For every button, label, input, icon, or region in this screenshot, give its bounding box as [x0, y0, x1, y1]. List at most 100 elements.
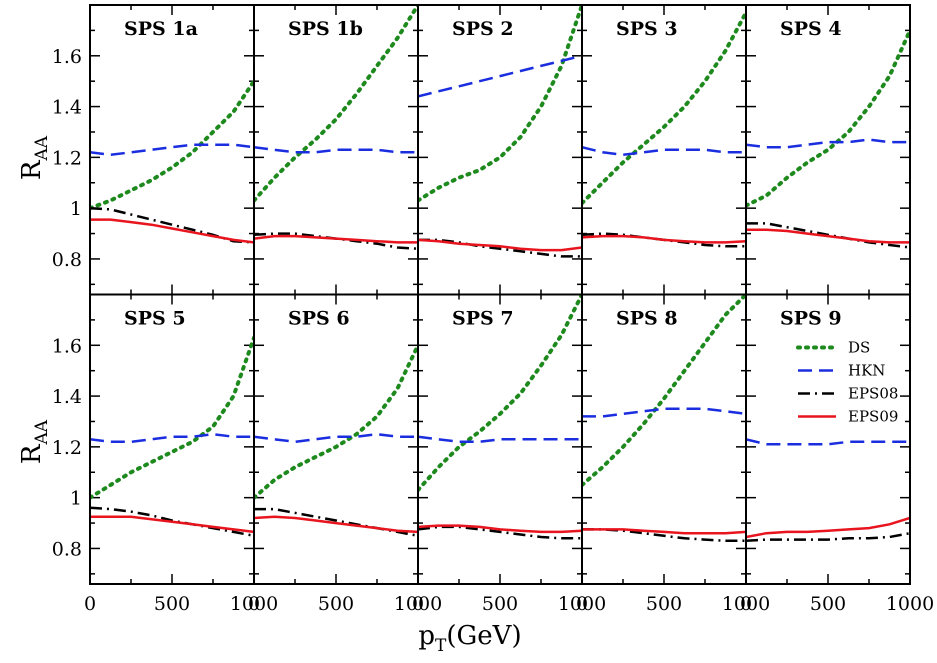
x-axis-label: pT(GeV) — [418, 621, 521, 656]
series-line-hkn — [582, 407, 746, 418]
series-line-eps09 — [746, 228, 910, 244]
x-tick-label: 500 — [318, 593, 354, 615]
series-line-ds — [746, 28, 910, 208]
y-tick-label: 0.8 — [52, 249, 82, 271]
axis-labels: pT(GeV) RAA RAA — [17, 135, 522, 656]
legend: DS HKN EPS08 EPS09 — [796, 339, 898, 426]
panel-title: SPS 7 — [452, 308, 514, 330]
panel-series — [418, 294, 582, 540]
series-line-eps08 — [418, 525, 582, 540]
panel-frame — [745, 293, 911, 585]
series-line-hkn — [254, 432, 418, 444]
panel-4: SPS 3 — [581, 4, 747, 296]
series-line-hkn — [746, 138, 910, 149]
panel-series — [90, 79, 254, 244]
series-line-eps08 — [418, 238, 582, 258]
y-tick-label: 1.6 — [52, 335, 82, 357]
panel-frame — [581, 4, 747, 296]
y-tick-label: 1.4 — [52, 386, 82, 408]
panel-6: SPS 5 0.8 1 1.2 1.4 1.6 0 500 1000 — [52, 293, 278, 615]
x-tick-label: 500 — [154, 593, 190, 615]
series-line-ds — [418, 5, 582, 203]
panel-series — [582, 10, 746, 248]
x-axis-label-symbol: p — [418, 621, 435, 651]
x-axis-label-subscript: T — [435, 636, 447, 656]
x-tick-label: 500 — [646, 593, 682, 615]
x-tick-label: 1000 — [558, 593, 606, 615]
x-tick-label: 1000 — [394, 593, 442, 615]
x-tick-label: 500 — [810, 593, 846, 615]
panel-title: SPS 1a — [124, 18, 198, 40]
series-line-hkn — [254, 145, 418, 154]
y-axis-label-bottom-symbol: R — [17, 443, 47, 464]
series-line-hkn — [418, 54, 582, 98]
x-axis-label-unit: (GeV) — [446, 621, 521, 651]
legend-label-eps09: EPS09 — [848, 408, 898, 426]
series-line-ds — [418, 294, 582, 492]
panel-1: SPS 1a 0.8 1 1.2 1.4 1.6 — [52, 4, 255, 296]
series-line-eps08 — [746, 222, 910, 249]
x-tick-label: 1000 — [886, 593, 934, 615]
x-tick-label: 0 — [412, 593, 424, 615]
y-axis-label-top-symbol: R — [17, 159, 47, 180]
series-line-eps08 — [90, 506, 254, 538]
y-tick-label: 1.6 — [52, 46, 82, 68]
panel-title: SPS 1b — [288, 18, 363, 40]
panel-7: SPS 6 0 500 1000 — [248, 293, 442, 615]
panel-title: SPS 4 — [780, 18, 842, 40]
panel-grid: SPS 1a 0.8 1 1.2 1.4 1.6 SPS 1b SPS 2 SPS 3 SPS 4… — [52, 4, 934, 615]
panel-title: SPS 3 — [616, 18, 678, 40]
series-line-hkn — [90, 432, 254, 444]
y-axis-label-bottom-subscript: AA — [32, 419, 52, 445]
panel-series — [746, 438, 910, 543]
x-tick-label: 0 — [84, 593, 96, 615]
x-tick-label: 0 — [248, 593, 260, 615]
series-line-eps08 — [90, 206, 254, 244]
panel-series — [254, 5, 418, 251]
panel-series — [582, 294, 746, 543]
x-tick-label: 0 — [576, 593, 588, 615]
panel-5: SPS 4 — [745, 4, 911, 296]
y-tick-label: 1.4 — [52, 97, 82, 119]
series-line-eps09 — [418, 238, 582, 252]
panel-3: SPS 2 — [417, 4, 583, 296]
series-line-hkn — [90, 143, 254, 157]
series-line-eps09 — [254, 234, 418, 244]
series-line-eps09 — [746, 516, 910, 539]
series-line-eps09 — [90, 515, 254, 534]
x-tick-label: 1000 — [230, 593, 278, 615]
series-line-eps09 — [90, 218, 254, 244]
panel-frame — [89, 293, 255, 585]
y-tick-label: 1.2 — [52, 437, 82, 459]
series-line-ds — [90, 79, 254, 211]
y-axis-label-top: RAA — [17, 135, 52, 180]
y-axis-label-top-subscript: AA — [32, 135, 52, 161]
y-tick-label: 1 — [70, 198, 82, 220]
panel-9: SPS 8 0 500 1000 — [576, 293, 770, 615]
panel-title: SPS 6 — [288, 308, 350, 330]
series-line-eps08 — [746, 531, 910, 543]
panel-series — [254, 343, 418, 538]
series-line-hkn — [746, 438, 910, 446]
panel-title: SPS 2 — [452, 18, 514, 40]
panel-title: SPS 9 — [780, 308, 842, 330]
y-tick-label: 0.8 — [52, 538, 82, 560]
series-line-hkn — [582, 145, 746, 157]
series-line-hkn — [418, 435, 582, 444]
legend-label-hkn: HKN — [848, 362, 885, 380]
panel-title: SPS 8 — [616, 308, 678, 330]
y-tick-label: 1 — [70, 488, 82, 510]
panel-title: SPS 5 — [124, 308, 186, 330]
series-line-ds — [254, 343, 418, 500]
series-line-ds — [582, 10, 746, 206]
series-line-eps09 — [582, 234, 746, 244]
panel-series — [418, 5, 582, 258]
series-line-eps09 — [582, 528, 746, 535]
panel-series — [746, 28, 910, 249]
panel-8: SPS 7 0 500 1000 — [412, 293, 606, 615]
panel-frame — [581, 293, 747, 585]
x-tick-label: 1000 — [722, 593, 770, 615]
panel-2: SPS 1b — [253, 4, 419, 296]
